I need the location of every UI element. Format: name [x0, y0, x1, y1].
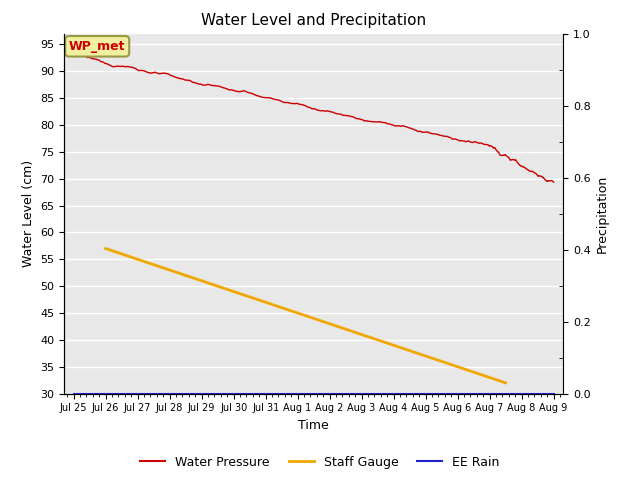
- Y-axis label: Precipitation: Precipitation: [596, 174, 609, 253]
- Title: Water Level and Precipitation: Water Level and Precipitation: [201, 13, 426, 28]
- Legend: Water Pressure, Staff Gauge, EE Rain: Water Pressure, Staff Gauge, EE Rain: [136, 451, 504, 474]
- Y-axis label: Water Level (cm): Water Level (cm): [22, 160, 35, 267]
- Text: WP_met: WP_met: [69, 40, 125, 53]
- X-axis label: Time: Time: [298, 419, 329, 432]
